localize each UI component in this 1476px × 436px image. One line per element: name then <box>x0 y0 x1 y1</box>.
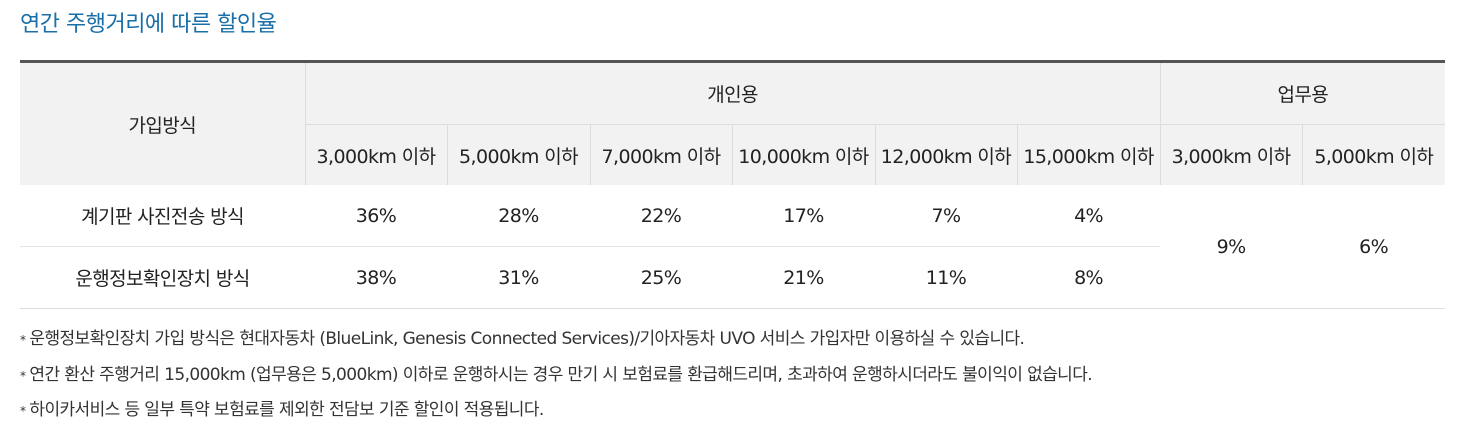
column-header: 15,000km 이하 <box>1016 124 1161 185</box>
column-header: 5,000km 이하 <box>1301 124 1446 185</box>
rate-cell: 11% <box>875 246 1017 309</box>
rate-cell: 21% <box>732 246 875 309</box>
table-row: 운행정보확인장치 방식 38% 31% 25% 21% 11% 8% <box>20 246 1445 309</box>
personal-group-header: 개인용 <box>304 61 1161 125</box>
column-header: 3,000km 이하 <box>1159 124 1303 185</box>
rate-cell: 22% <box>590 185 732 247</box>
rate-cell: 17% <box>732 185 875 247</box>
rate-cell: 7% <box>875 185 1017 247</box>
business-rate-cell: 6% <box>1302 185 1446 309</box>
method-header: 가입방식 <box>20 61 305 185</box>
note-item: * 연간 환산 주행거리 15,000km (업무용은 5,000km) 이하로 … <box>20 358 1093 394</box>
note-text: 하이카서비스 등 일부 특약 보험료를 제외한 전담보 기준 할인이 적용됩니다… <box>29 400 544 420</box>
column-header: 5,000km 이하 <box>446 124 590 185</box>
rate-cell: 8% <box>1017 246 1161 309</box>
discount-rate-table: 가입방식 개인용 업무용 3,000km 이하 5,000km 이하 7,000… <box>20 60 1446 309</box>
page-title: 연간 주행거리에 따른 할인율 <box>20 12 277 37</box>
rate-cell: 36% <box>305 185 447 247</box>
notes-list: * 운행정보확인장치 가입 방식은 현대자동차 (BlueLink, Genesi… <box>20 322 1093 429</box>
rate-cell: 31% <box>447 246 590 309</box>
column-header: 10,000km 이하 <box>731 124 875 185</box>
note-bullet: * <box>20 404 26 418</box>
business-rate-cell: 9% <box>1160 185 1303 309</box>
rate-cell: 4% <box>1017 185 1161 247</box>
note-text: 운행정보확인장치 가입 방식은 현대자동차 (BlueLink, Genesis… <box>29 329 1025 349</box>
rate-cell: 38% <box>305 246 447 309</box>
column-header: 3,000km 이하 <box>304 124 447 185</box>
row-label: 계기판 사진전송 방식 <box>20 185 305 247</box>
row-label: 운행정보확인장치 방식 <box>20 246 305 309</box>
column-header: 12,000km 이하 <box>874 124 1017 185</box>
header-row-distances: 3,000km 이하 5,000km 이하 7,000km 이하 10,000k… <box>20 124 1446 185</box>
column-header: 7,000km 이하 <box>589 124 732 185</box>
table-row: 계기판 사진전송 방식 36% 28% 22% 17% 7% 4% 9% 6% <box>20 185 1446 309</box>
note-bullet: * <box>20 333 26 347</box>
rate-cell: 25% <box>590 246 732 309</box>
header-row-groups: 가입방식 개인용 업무용 <box>20 61 1446 185</box>
note-text: 연간 환산 주행거리 15,000km (업무용은 5,000km) 이하로 운… <box>29 364 1093 385</box>
note-item: * 하이카서비스 등 일부 특약 보험료를 제외한 전담보 기준 할인이 적용됩니… <box>20 393 1092 429</box>
rate-cell: 28% <box>447 185 590 247</box>
note-bullet: * <box>20 368 26 383</box>
business-group-header: 업무용 <box>1159 61 1446 125</box>
note-item: * 운행정보확인장치 가입 방식은 현대자동차 (BlueLink, Genesi… <box>20 322 1092 358</box>
